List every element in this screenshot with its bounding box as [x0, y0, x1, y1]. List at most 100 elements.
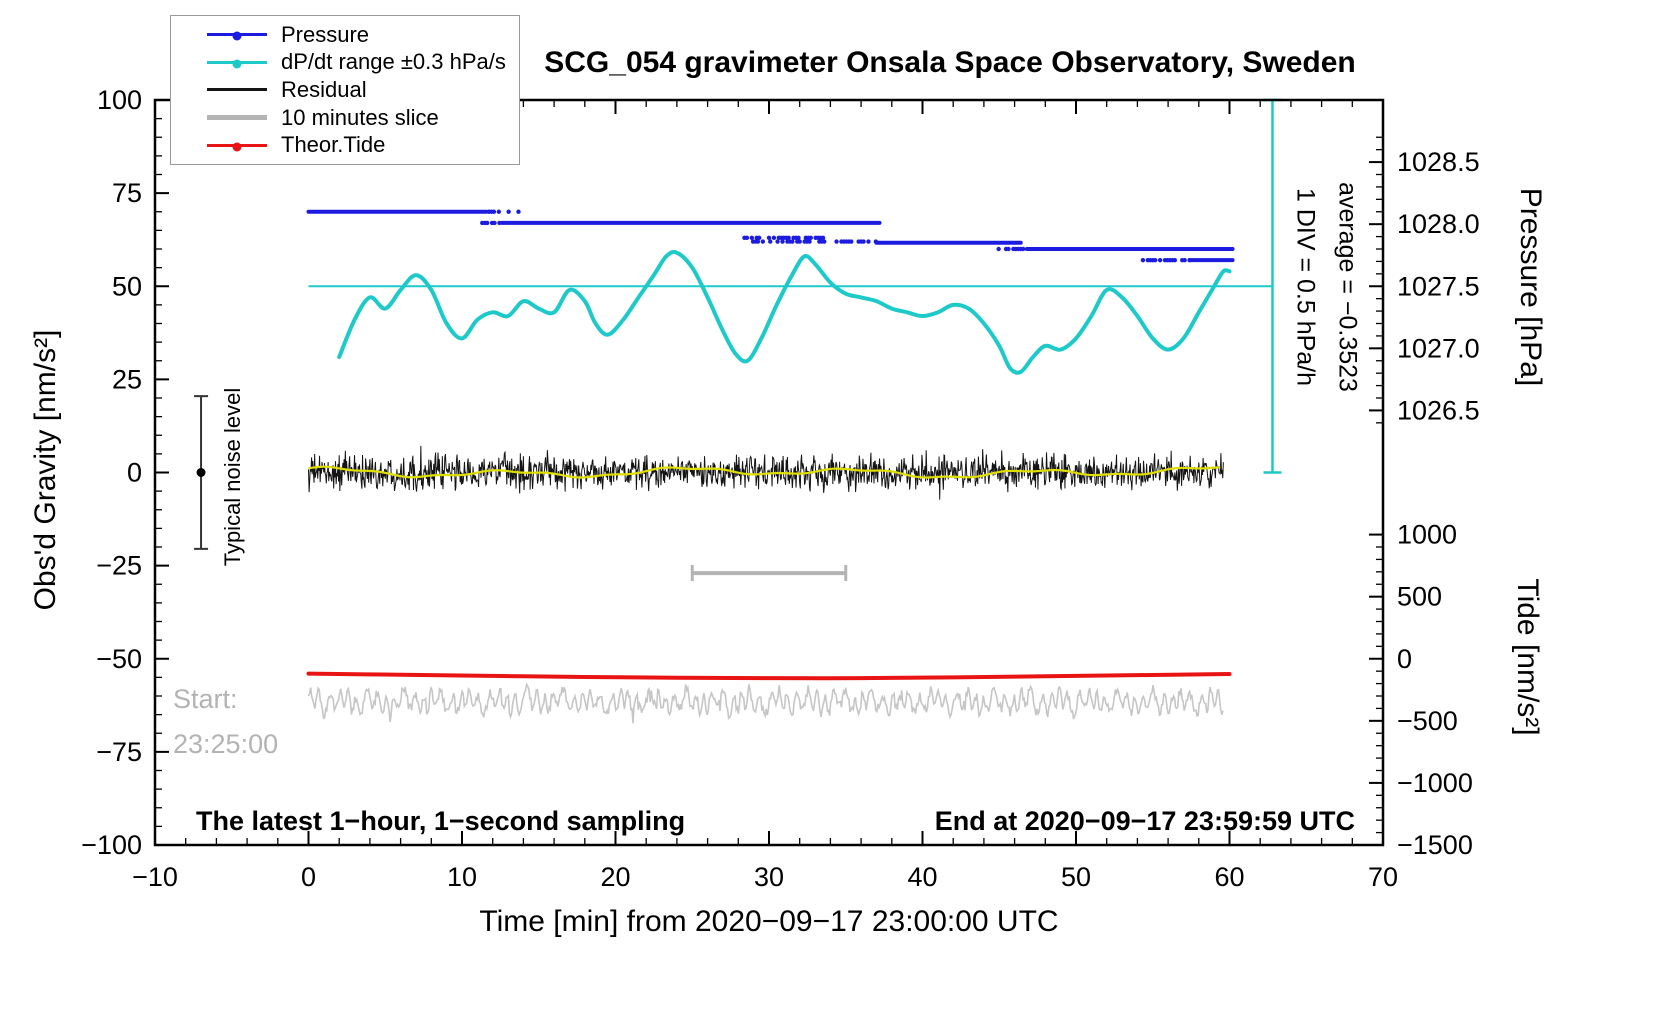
pressure-dot — [786, 235, 791, 241]
pressure-dot — [807, 239, 812, 244]
x-tick-label: 70 — [1368, 862, 1398, 892]
tide-tick-label: −500 — [1397, 706, 1458, 736]
tide-line-marker-icon — [207, 142, 267, 152]
pressure-dot — [1153, 257, 1158, 263]
pressure-dot — [996, 246, 1001, 252]
pressure-dot — [516, 209, 521, 214]
pressure-dot — [775, 239, 780, 244]
legend-label: Theor.Tide — [281, 132, 386, 158]
pressure-dot — [1140, 257, 1146, 263]
pressure-dot — [491, 209, 497, 214]
pressure-dot — [1006, 246, 1011, 252]
tide-tick-label: 0 — [1397, 644, 1412, 674]
legend-item-dpdt: dP/dt range ±0.3 hPa/s — [207, 49, 519, 77]
tide-axis-title: Tide [nm/s²] — [1511, 578, 1544, 736]
pressure-tick-label: 1028.0 — [1397, 209, 1480, 239]
dpdt-line-marker-icon — [207, 59, 267, 69]
tide-tick-label: 500 — [1397, 582, 1442, 612]
gravity-tick-label: −75 — [96, 737, 142, 767]
legend: Pressure dP/dt range ±0.3 hPa/s Residual… — [170, 15, 520, 165]
tide-series — [306, 671, 1232, 681]
x-tick-label: 60 — [1214, 862, 1244, 892]
x-tick-label: 10 — [447, 862, 477, 892]
x-tick-label: 30 — [754, 862, 784, 892]
pressure-dot — [822, 239, 827, 244]
sampling-note: The latest 1−hour, 1−second sampling — [196, 806, 686, 836]
pressure-dot — [768, 239, 773, 244]
gravity-tick-label: −100 — [81, 830, 142, 860]
noise-errorbar-dot — [196, 468, 206, 477]
pressure-dot — [744, 235, 750, 241]
average-annotation: average = −0.3523 — [1333, 182, 1362, 392]
pressure-dot — [796, 235, 801, 241]
pressure-dot — [771, 235, 777, 241]
x-tick-label: 0 — [301, 862, 316, 892]
pressure-dot — [749, 235, 755, 241]
pressure-dot — [1172, 257, 1178, 263]
end-note: End at 2020−09−17 23:59:59 UTC — [934, 806, 1355, 836]
gravity-tick-label: −50 — [96, 644, 142, 674]
pressure-dot — [861, 239, 866, 244]
slice-line-marker-icon — [207, 115, 267, 121]
legend-label: 10 minutes slice — [281, 104, 439, 130]
legend-item-tide: Theor.Tide — [207, 131, 519, 159]
pressure-dot — [780, 239, 785, 244]
pressure-dot — [506, 209, 511, 214]
tide-tick-label: −1500 — [1397, 830, 1473, 860]
legend-item-pressure: Pressure — [207, 21, 519, 49]
gravity-tick-label: 50 — [112, 271, 142, 301]
pressure-tick-label: 1026.5 — [1397, 395, 1480, 425]
pressure-tick-label: 1028.5 — [1397, 147, 1480, 177]
pressure-dot — [766, 235, 772, 241]
legend-label: dP/dt range ±0.3 hPa/s — [281, 49, 506, 75]
tide-tick-label: −1000 — [1397, 768, 1473, 798]
pressure-line-marker-icon — [207, 31, 267, 41]
gray-slice-series — [307, 682, 1224, 724]
gravity-tick-label: −25 — [96, 551, 142, 581]
pressure-dot — [834, 239, 839, 244]
gravity-tick-label: 100 — [97, 85, 142, 115]
pressure-dot — [820, 235, 826, 241]
pressure-dot — [808, 235, 813, 241]
gravity-tick-label: 75 — [112, 178, 142, 208]
pressure-dot — [790, 239, 795, 244]
legend-item-residual: Residual — [207, 76, 519, 104]
pressure-dot — [849, 239, 854, 244]
start-label: Start: — [173, 684, 238, 714]
chart-title: SCG_054 gravimeter Onsala Space Observat… — [544, 46, 1356, 79]
legend-item-slice: 10 minutes slice — [207, 104, 519, 132]
div-scale-annotation: 1 DIV = 0.5 hPa/h — [1291, 187, 1320, 387]
pressure-dot — [756, 235, 762, 241]
pressure-dot — [492, 220, 497, 226]
legend-label: Pressure — [281, 21, 370, 47]
gravity-tick-label: 0 — [127, 458, 142, 488]
gravity-tick-label: 25 — [112, 364, 142, 394]
left-axis-title: Obs'd Gravity [nm/s²] — [29, 329, 62, 611]
pressure-dot — [1020, 246, 1026, 252]
pressure-dot — [1182, 257, 1187, 263]
pressure-tick-label: 1027.0 — [1397, 333, 1480, 363]
pressure-dot — [484, 220, 490, 226]
pressure-tick-label: 1027.5 — [1397, 271, 1480, 301]
tide-tick-label: 1000 — [1397, 520, 1457, 550]
x-tick-label: 40 — [907, 862, 937, 892]
dpdt-series — [337, 250, 1232, 375]
x-tick-label: 20 — [600, 862, 630, 892]
pressure-dot — [760, 239, 766, 244]
start-time: 23:25:00 — [173, 729, 279, 759]
x-tick-label: 50 — [1061, 862, 1091, 892]
legend-label: Residual — [281, 76, 367, 102]
pressure-dot — [866, 239, 871, 244]
pressure-dot — [797, 239, 802, 244]
pressure-axis-title: Pressure [hPa] — [1514, 187, 1547, 387]
pressure-dot — [1157, 257, 1163, 263]
smoothed-residual-series — [308, 465, 1221, 479]
typical-noise-label: Typical noise level — [220, 387, 245, 567]
pressure-dot — [496, 209, 502, 214]
pressure-dot — [755, 239, 761, 244]
residual-line-marker-icon — [207, 88, 267, 92]
x-axis-title: Time [min] from 2020−09−17 23:00:00 UTC — [479, 905, 1059, 938]
x-tick-label: −10 — [132, 862, 178, 892]
